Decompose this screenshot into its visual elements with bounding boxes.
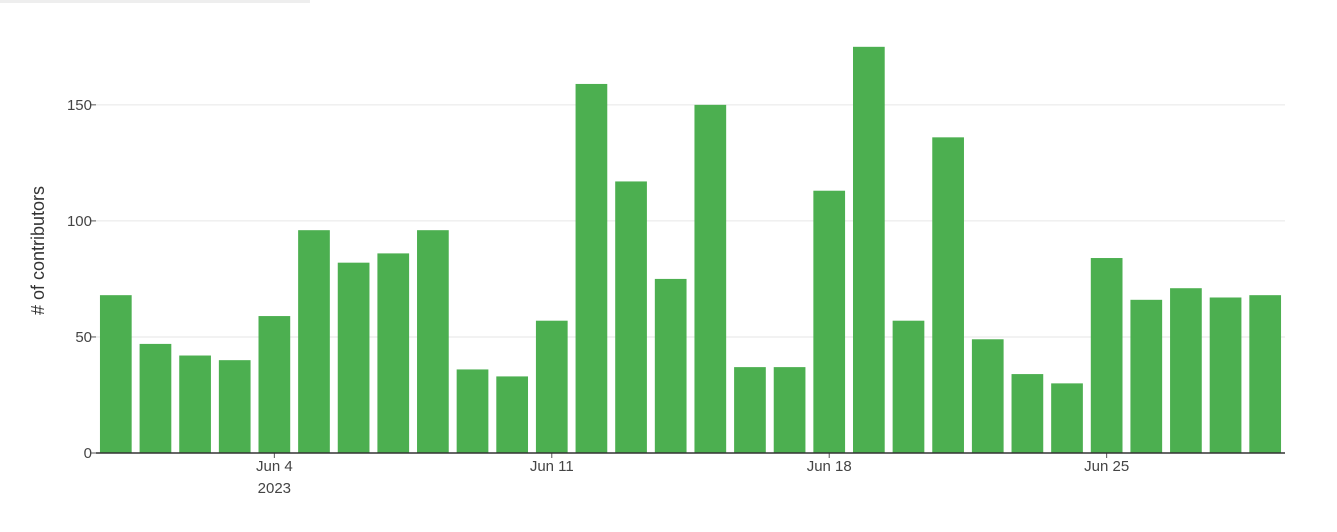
bar <box>258 316 291 453</box>
bar <box>615 181 647 453</box>
bar <box>456 369 489 453</box>
bar <box>734 367 766 453</box>
bar <box>1051 383 1083 453</box>
bar <box>654 278 687 453</box>
y-tick-label: 100 <box>67 213 92 230</box>
bar <box>932 137 964 453</box>
bar <box>535 320 568 453</box>
bar <box>1249 295 1282 453</box>
bar <box>1209 297 1242 453</box>
top-divider <box>0 0 310 3</box>
bar <box>1130 299 1163 453</box>
bar <box>1170 288 1202 453</box>
y-axis-title: # of contributors <box>28 186 48 315</box>
bar <box>1090 258 1123 453</box>
bar <box>99 295 132 453</box>
bar <box>337 262 370 453</box>
bar <box>417 230 449 453</box>
bar <box>694 104 727 453</box>
bar <box>773 367 806 453</box>
bar <box>971 339 1004 453</box>
bar <box>298 230 330 453</box>
x-tick-label: Jun 11 <box>530 458 574 475</box>
y-axis-ticks: 0 50 100 150 <box>67 97 96 462</box>
bar <box>139 343 172 453</box>
bar <box>377 253 410 453</box>
bar <box>496 376 529 453</box>
gridlines <box>96 104 1285 338</box>
bars <box>99 46 1282 453</box>
bar <box>1011 374 1044 453</box>
y-tick-label: 50 <box>75 329 92 346</box>
bar <box>218 360 251 453</box>
bar <box>575 83 608 453</box>
x-axis-ticks: Jun 4 2023 Jun 11 Jun 18 Jun 25 <box>256 453 1129 497</box>
y-tick-label: 0 <box>84 445 92 462</box>
x-tick-label: Jun 4 <box>256 458 293 475</box>
bar <box>853 46 885 453</box>
bar <box>813 190 846 453</box>
x-tick-label: Jun 25 <box>1084 458 1129 475</box>
x-tick-label: Jun 18 <box>807 458 852 475</box>
y-tick-label: 150 <box>67 97 92 114</box>
bar <box>179 355 211 453</box>
x-tick-year-label: 2023 <box>258 480 291 497</box>
bar <box>892 320 925 453</box>
